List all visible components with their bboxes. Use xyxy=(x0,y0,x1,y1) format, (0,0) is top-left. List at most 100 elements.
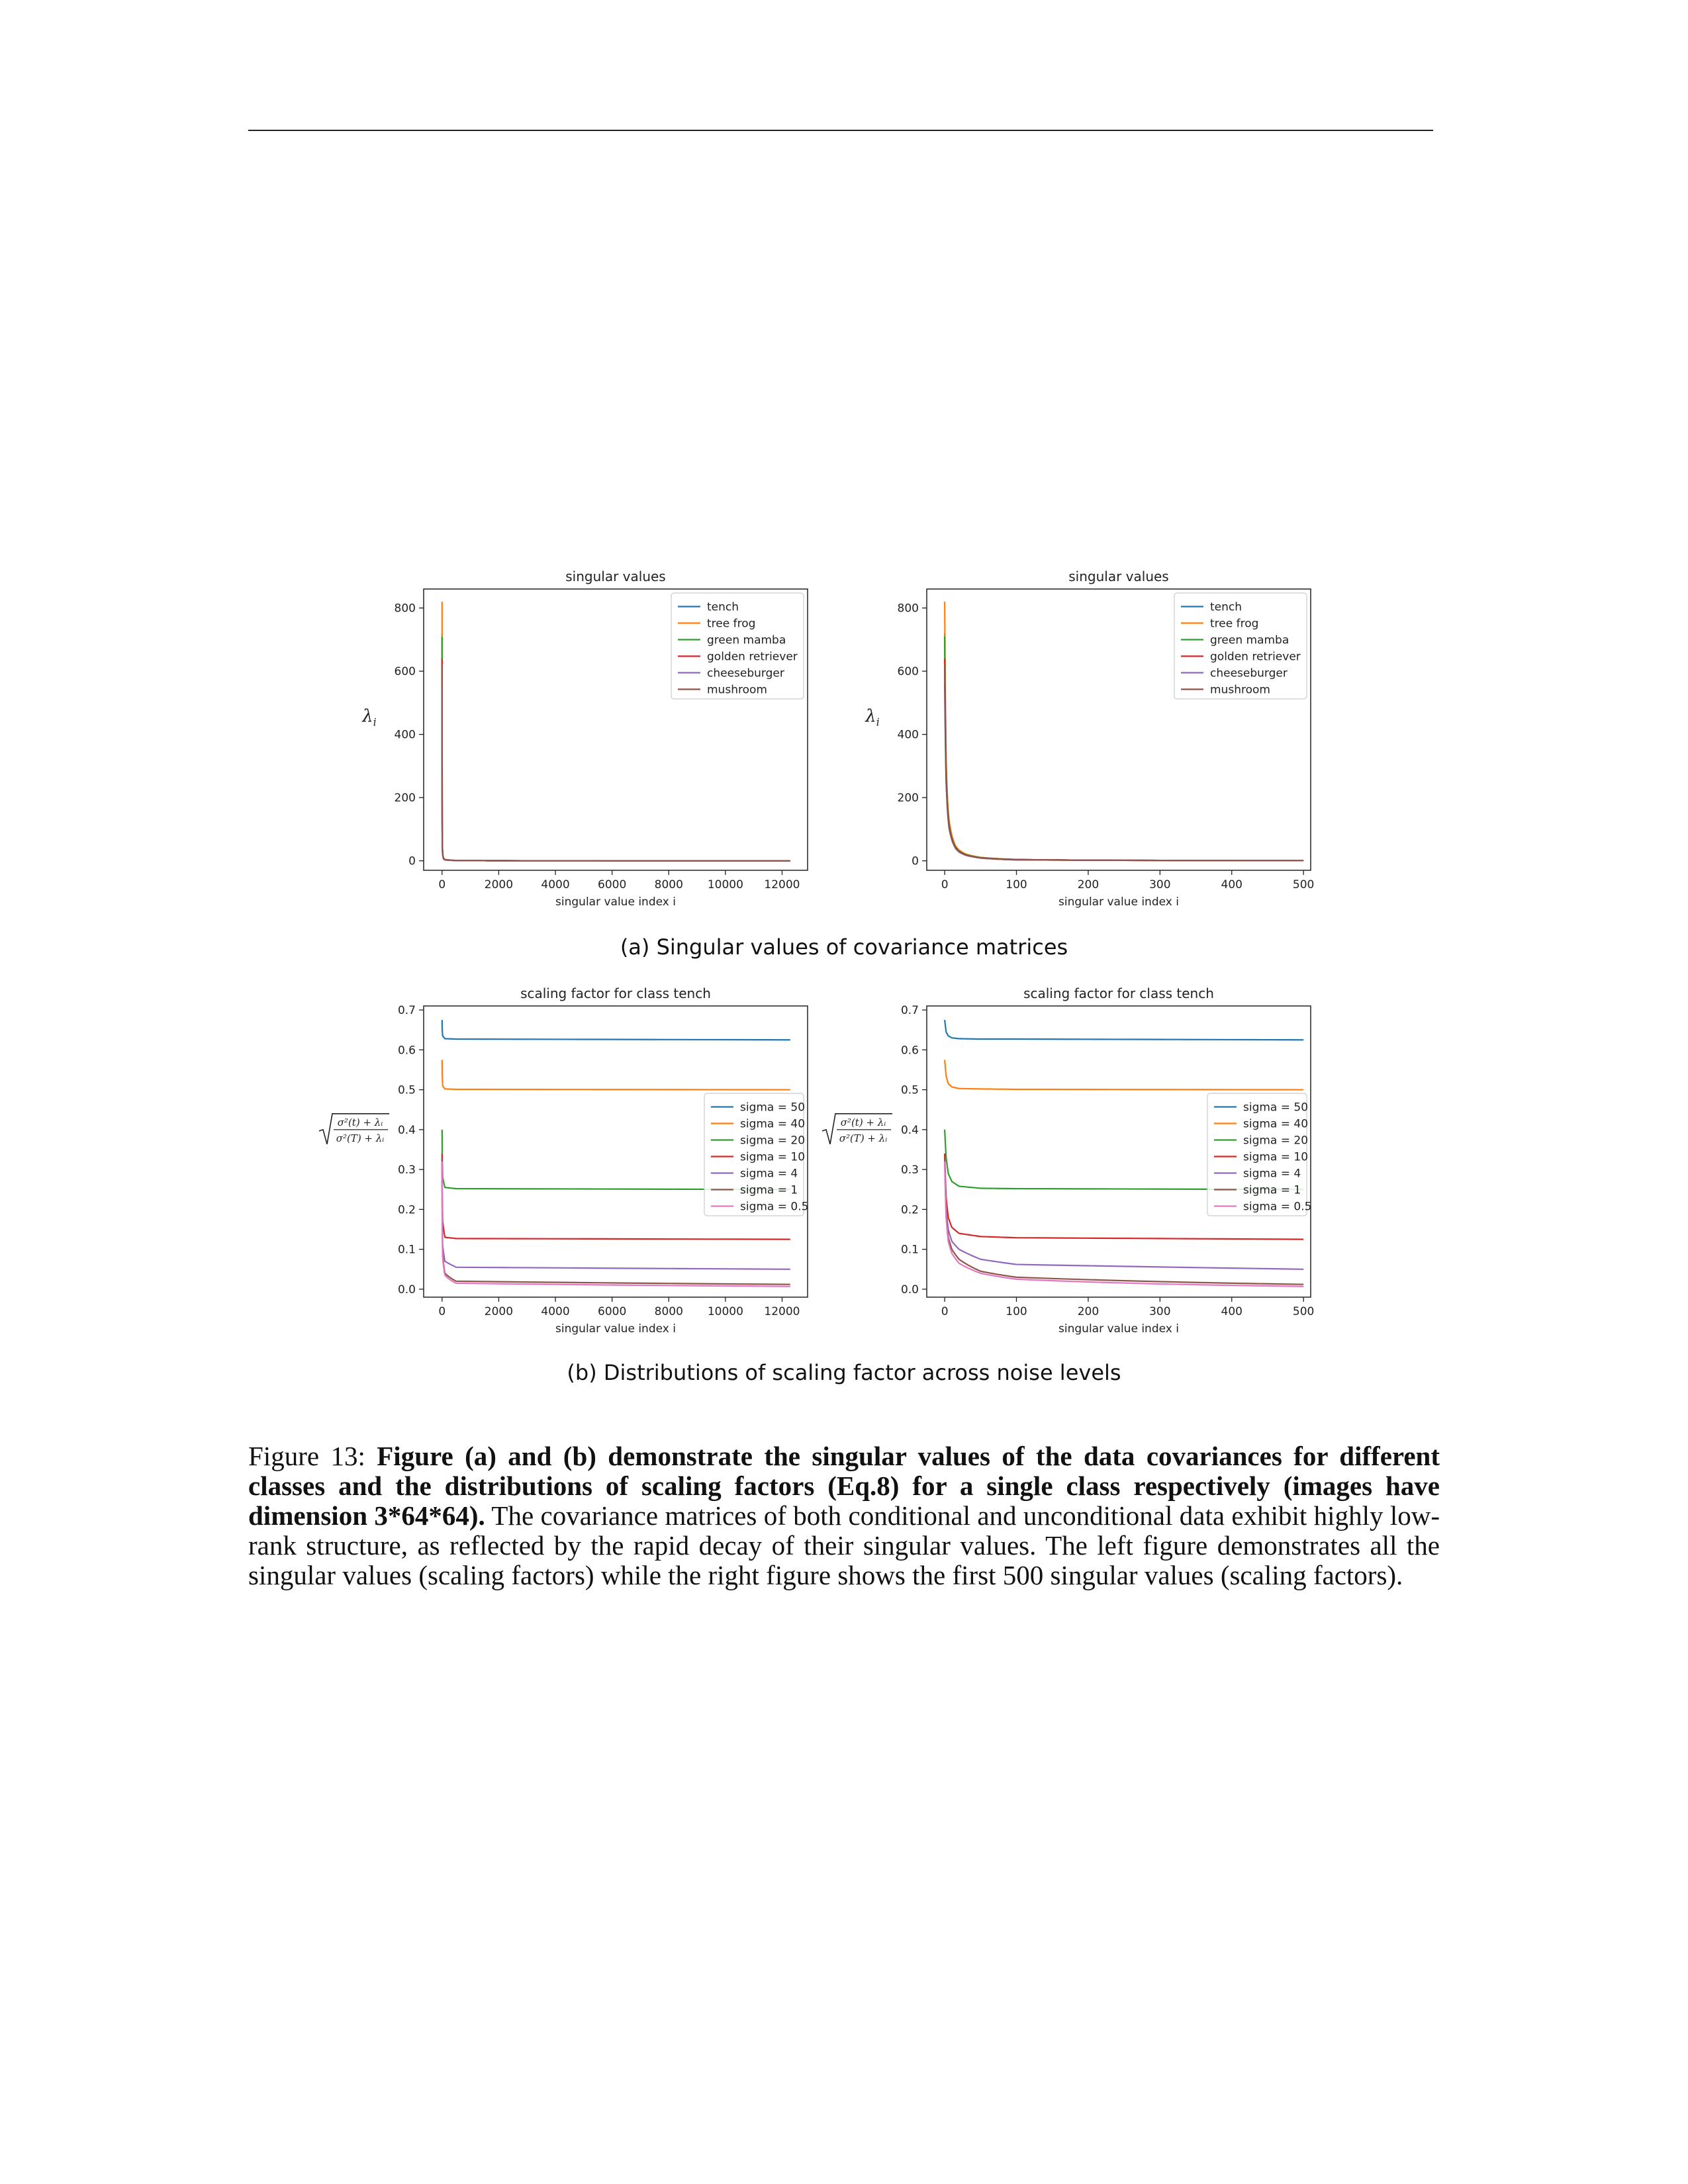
y-tick-label: 200 xyxy=(395,792,416,805)
chart-svg: scaling factor for class tench 0 100 200 300… xyxy=(821,985,1314,1336)
x-tick-label: 400 xyxy=(1221,1305,1243,1318)
y-tick-label: 0.6 xyxy=(901,1044,919,1057)
legend-label: sigma = 40 xyxy=(740,1118,805,1131)
legend-label: mushroom xyxy=(707,684,767,697)
x-tick-label: 0 xyxy=(438,878,445,891)
legend-label: golden retriever xyxy=(1210,651,1301,664)
y-tick-label: 800 xyxy=(395,602,416,615)
legend: sigma = 50 sigma = 40 sigma = 20 sigma = 10… xyxy=(1207,1093,1311,1216)
x-axis-label: singular value index i xyxy=(1058,895,1179,909)
y-tick-label: 0.1 xyxy=(398,1244,416,1257)
chart-title: scaling factor for class tench xyxy=(520,985,711,1001)
legend-label: cheeseburger xyxy=(1210,667,1288,680)
x-axis-label: singular value index i xyxy=(1058,1322,1179,1336)
legend-label: sigma = 50 xyxy=(1243,1101,1308,1115)
chart-svg: scaling factor for class tench 0 2000 4000 6… xyxy=(318,985,808,1336)
legend-label: sigma = 0.5 xyxy=(740,1201,808,1214)
chart-svg: singular values 0 100 200 300 400 500 0 200 400 60… xyxy=(865,569,1314,909)
series-line xyxy=(944,684,1304,862)
legend-label: mushroom xyxy=(1210,684,1270,697)
legend-label: tree frog xyxy=(1210,617,1258,631)
x-tick-label: 12000 xyxy=(764,878,800,891)
y-tick-label: 0.5 xyxy=(901,1084,919,1097)
y-tick-label: 0.5 xyxy=(398,1084,416,1097)
plot-frame xyxy=(926,588,1311,871)
y-tick-label: 0.1 xyxy=(901,1244,919,1257)
x-tick-label: 2000 xyxy=(485,1305,513,1318)
caption-bold: Figure (a) and (b) demonstrate the singu… xyxy=(248,1441,1440,1531)
subcaption-b: (b) Distributions of scaling factor acro… xyxy=(567,1360,1121,1385)
y-tick-label: 0.2 xyxy=(901,1203,919,1216)
x-tick-label: 400 xyxy=(1221,878,1243,891)
legend-label: green mamba xyxy=(1210,634,1289,647)
y-axis-label: σ²(t) + λᵢ σ²(T) + λᵢ xyxy=(318,1113,389,1145)
x-tick-label: 300 xyxy=(1149,878,1170,891)
subcaption-a: (a) Singular values of covariance matric… xyxy=(620,934,1068,960)
legend-label: tree frog xyxy=(707,617,755,631)
series-line xyxy=(441,1020,790,1041)
y-tick-label: 600 xyxy=(898,665,919,678)
chart-title: singular values xyxy=(565,569,665,584)
singular-values-plot-first-500: singular values 0 100 200 300 400 500 0 200 400 60… xyxy=(861,563,1337,913)
series-line xyxy=(944,1019,1304,1041)
x-tick-label: 100 xyxy=(1006,878,1027,891)
x-tick-label: 200 xyxy=(1078,878,1099,891)
x-tick-label: 100 xyxy=(1006,1305,1027,1318)
legend-label: tench xyxy=(1210,601,1242,614)
series-line xyxy=(441,684,790,862)
x-tick-label: 12000 xyxy=(764,1305,800,1318)
legend-label: sigma = 50 xyxy=(740,1101,805,1115)
legend-label: sigma = 20 xyxy=(740,1134,805,1148)
plot-frame xyxy=(423,1005,808,1298)
caption-rest: The covariance matrices of both conditio… xyxy=(248,1500,1440,1590)
legend: sigma = 50 sigma = 40 sigma = 20 sigma = 10… xyxy=(704,1093,808,1216)
y-tick-label: 0.3 xyxy=(398,1163,416,1177)
x-axis-label: singular value index i xyxy=(555,895,676,909)
y-tick-label: 400 xyxy=(395,729,416,742)
page-header-rule xyxy=(248,130,1433,131)
legend-label: sigma = 1 xyxy=(740,1184,798,1197)
y-tick-label: 0.4 xyxy=(398,1124,416,1137)
legend-label: tench xyxy=(707,601,739,614)
chart-title: singular values xyxy=(1068,569,1168,584)
scaling-factor-plot-first-500: scaling factor for class tench 0 100 200 300… xyxy=(821,979,1337,1340)
x-tick-label: 300 xyxy=(1149,1305,1170,1318)
x-tick-label: 500 xyxy=(1293,1305,1314,1318)
x-tick-label: 200 xyxy=(1078,1305,1099,1318)
legend-label: cheeseburger xyxy=(707,667,784,680)
x-tick-label: 10000 xyxy=(708,878,743,891)
x-tick-label: 6000 xyxy=(598,1305,626,1318)
x-tick-label: 4000 xyxy=(541,1305,569,1318)
series-line xyxy=(441,1129,790,1191)
y-tick-label: 600 xyxy=(395,665,416,678)
series-line xyxy=(441,1060,790,1091)
series-line xyxy=(944,664,1304,862)
series-line xyxy=(944,1129,1304,1191)
legend-label: sigma = 40 xyxy=(1243,1118,1308,1131)
x-tick-label: 500 xyxy=(1293,878,1314,891)
singular-values-plot-full: singular values 0 2000 4000 6000 8000 10000 120… xyxy=(357,563,834,913)
y-tick-label: 800 xyxy=(898,602,919,615)
legend-label: sigma = 4 xyxy=(740,1167,798,1181)
y-axis-label: λi xyxy=(865,707,880,729)
x-tick-label: 10000 xyxy=(708,1305,743,1318)
series-line xyxy=(441,664,790,862)
caption-lead: Figure 13: xyxy=(248,1441,377,1471)
legend-label: sigma = 0.5 xyxy=(1243,1201,1311,1214)
x-axis-label: singular value index i xyxy=(555,1322,676,1336)
plot-frame xyxy=(926,1005,1311,1298)
legend-label: sigma = 10 xyxy=(740,1151,805,1164)
y-axis-label: σ²(t) + λᵢ σ²(T) + λᵢ xyxy=(821,1113,892,1145)
x-tick-label: 2000 xyxy=(485,878,513,891)
y-label-denominator: σ²(T) + λᵢ xyxy=(839,1132,888,1144)
y-tick-label: 0.2 xyxy=(398,1203,416,1216)
y-axis-label: λi xyxy=(361,707,377,729)
y-label-denominator: σ²(T) + λᵢ xyxy=(336,1132,385,1144)
legend-label: sigma = 4 xyxy=(1243,1167,1301,1181)
x-tick-label: 8000 xyxy=(655,1305,683,1318)
y-tick-label: 0.0 xyxy=(398,1283,416,1297)
y-tick-label: 0 xyxy=(408,855,416,868)
y-tick-label: 0.6 xyxy=(398,1044,416,1057)
series-line xyxy=(944,1161,1304,1287)
